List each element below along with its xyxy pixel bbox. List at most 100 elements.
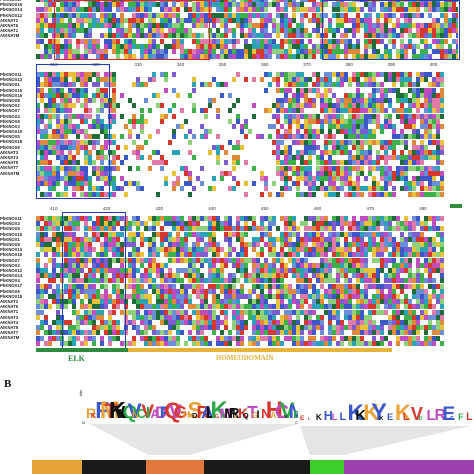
alignment-row [36,304,444,310]
sequence-name: AtKNAT4 [0,155,19,160]
ruler-tick: 390 [387,62,396,67]
domain-segment-green [310,460,344,474]
sequence-names-block-3: PhKNOX11 PhKNOX3 PhKNOX5 PhKNOX10 PhKNOX1 PhK… [0,216,34,341]
alignment-row [36,221,444,227]
alignment-row [36,33,458,39]
logo-glyph: V [284,414,288,420]
alignment-row [36,340,444,346]
sequence-name: PhKNOX4 [0,278,20,284]
logo-glyph: K [379,416,384,422]
alignment-row [36,2,458,8]
sequence-names-block-2: PhKNOX11 PhKNOX13 PhKNOX1 PhKNOX15 PhKNOX16 P… [0,72,34,176]
logo-glyph: F [95,397,109,423]
ruler-tick: 420 [102,206,111,211]
logo-glyph: K [91,411,97,420]
alignment-row [36,231,444,237]
alignment-grid-block-3 [36,216,444,346]
alignment-row [36,176,444,182]
ruler-tick: 380 [345,62,353,67]
logo-glyph: F [458,412,464,422]
alignment-grid-block-1 [36,0,458,60]
alignment-row [36,144,444,150]
alignment-row [36,155,444,161]
sequence-name: PhKNOX12 [0,12,23,18]
ruler-tick: 400 [429,62,438,67]
logo-glyph: M [224,406,235,421]
domain-architecture-bar [0,460,474,474]
logo-glyph: I [257,409,260,421]
sequence-name: AtKNAT5 [0,324,19,330]
ruler-tick: 410 [50,206,58,211]
logo-glyph: R [229,406,240,422]
alignment-row [36,113,444,119]
logo-glyph: T [104,399,117,423]
sequence-name: PhKNOX11 [0,72,22,77]
alignment-row [36,330,444,336]
sequence-name: AtKNAT3 [0,149,19,155]
ruler-tick: 470 [366,206,375,211]
logo-glyph: S [187,397,202,423]
logo-glyph: L [332,412,338,423]
alignment-row [36,77,444,83]
logo-glyph: A [151,407,160,421]
logo-glyph: K [109,397,126,423]
sequence-name: PhKNOX10 [0,129,23,135]
homeodomain-label: HOMEODOMAIN [216,354,274,362]
alignment-row [36,54,458,60]
logo-glyph: L [403,412,410,423]
sequence-name: PhKNOX7 [0,108,20,114]
logo-glyph: T [247,402,258,422]
sequence-name: PhKNOX5 [0,226,20,232]
alignment-row [36,247,444,253]
logo-glyph: N [261,406,270,421]
sequence-name: AtKNAT4 [0,319,19,325]
sequence-name: PhKNOX14 [0,7,23,13]
logo-glyph: E [450,416,454,422]
logo-n-label: N [82,420,85,425]
alignment-block-1: PhKNOX17PhKNOX16PhKNOX14PhKNOX12AtKNAT2A… [0,0,474,60]
alignment-row [36,118,444,124]
sequence-name: AtKNAT3 [0,314,19,320]
logo-glyph: K [316,413,322,422]
logo-glyph: L [206,404,216,422]
alignment-row [36,299,444,305]
alignment-grid-block-2 [36,72,444,197]
sequence-name: AtKNATM [0,335,20,341]
sequence-name: AtKNAT2 [0,17,19,23]
sequence-name: PhKNOX9 [0,144,20,150]
alignment-row [36,242,444,248]
logo-glyph: Q [164,398,181,423]
sequence-name: PhKNOX2 [0,103,20,109]
sequence-name: PhKNOX4 [0,113,20,119]
sequence-name: PhKNOX12 [0,267,23,273]
logo-glyph: V [141,402,154,423]
logo-glyph: R [86,405,96,421]
sequence-name: PhKNOX8 [0,241,20,247]
domain-segment-black-2 [204,460,310,474]
alignment-row [36,160,444,166]
alignment-row [36,294,444,300]
logo-glyph: F [160,403,170,422]
logo-c-label: C [295,420,298,425]
logo-glyph: L [308,416,311,421]
logo-glyph: G [178,414,181,419]
logo-glyph: V [127,399,142,423]
alignment-row [36,165,444,171]
alignment-row [36,82,444,88]
sequence-name: PhKNOX18 [0,293,23,299]
alignment-row [36,150,444,156]
sequence-name: AtKNAT6 [0,22,19,28]
sequence-name: PhKNOX2 [0,262,20,268]
logo-glyph: L [466,411,473,423]
logo-glyph: Y [371,400,387,426]
alignment-block-3: 410 420 430 440 450 460 470 480 PhKNOX11 PhKNOX3… [0,206,474,366]
sequence-name: PhKNOX17 [0,0,34,2]
alignment-row [36,0,458,3]
sequence-name: PhKNOX1 [0,236,20,242]
green-marker [450,204,462,208]
alignment-row [36,335,444,341]
alignment-row [36,17,458,23]
